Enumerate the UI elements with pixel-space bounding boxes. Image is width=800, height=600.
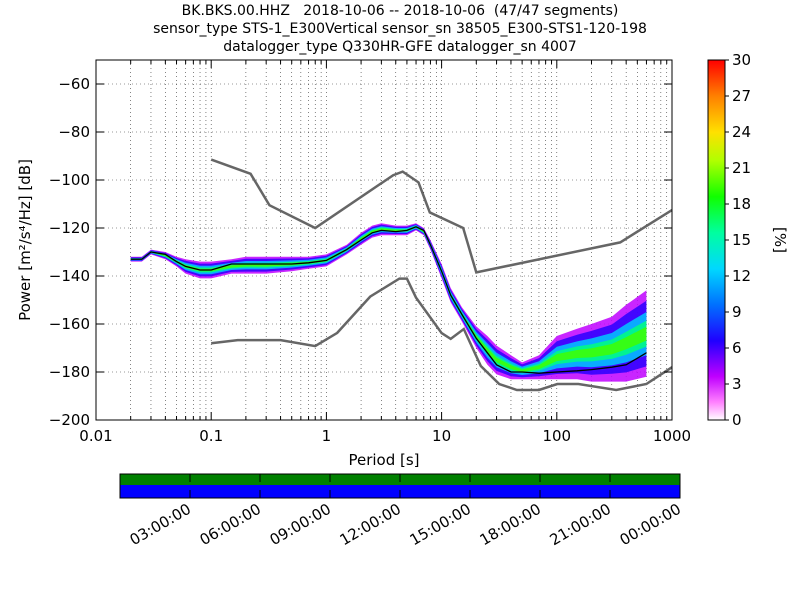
y-tick-label: −160	[49, 315, 90, 333]
ppsd-histogram	[130, 223, 647, 382]
plot-frame	[95, 59, 673, 421]
x-axis: 0.01 0.1 1 10 100 1000	[79, 60, 691, 445]
noise-model-nhnm	[210, 158, 672, 274]
y-tick-label: −60	[58, 75, 90, 93]
x-tick-label: 10	[432, 427, 451, 445]
x-tick-label: 1	[322, 427, 332, 445]
coverage-tick-label: 15:00:00	[407, 500, 474, 549]
colorbar-tick-label: 24	[732, 123, 751, 141]
coverage-tick-label: 09:00:00	[267, 500, 334, 549]
x-tick-label: 0.1	[199, 427, 223, 445]
y-tick-label: −100	[49, 171, 90, 189]
x-tick-label: 1000	[653, 427, 691, 445]
chart-title-line-1: BK.BKS.00.HHZ 2018-10-06 -- 2018-10-06 (…	[181, 3, 619, 19]
x-tick-label: 0.01	[79, 427, 112, 445]
colorbar-label: [%]	[771, 227, 789, 253]
y-axis-label: Power [m²/s⁴/Hz] [dB]	[16, 159, 34, 321]
colorbar-tick-label: 18	[732, 195, 751, 213]
ppsd-median	[130, 226, 647, 374]
colorbar	[707, 59, 726, 421]
colorbar-tick-label: 6	[732, 339, 742, 357]
colorbar-tick-label: 0	[732, 411, 742, 429]
coverage-tick-label: 00:00:00	[617, 500, 684, 549]
colorbar-tick-label: 9	[732, 303, 742, 321]
y-tick-label: −200	[49, 411, 90, 429]
chart-title-line-3: datalogger_type Q330HR-GFE datalogger_sn…	[223, 39, 577, 55]
colorbar-ticks: 0 3 6 9 12 15 18 21 24 27 30	[725, 51, 751, 429]
y-tick-label: −140	[49, 267, 90, 285]
y-tick-label: −180	[49, 363, 90, 381]
y-axis: −200 −180 −160 −140 −120 −100 −80 −60	[49, 75, 672, 429]
colorbar-tick-label: 27	[732, 87, 751, 105]
x-axis-label: Period [s]	[348, 451, 419, 469]
coverage-tick-label: 21:00:00	[547, 500, 614, 549]
colorbar-tick-label: 21	[732, 159, 751, 177]
y-tick-label: −80	[58, 123, 90, 141]
colorbar-tick-label: 3	[732, 375, 742, 393]
coverage-tick-label: 12:00:00	[337, 500, 404, 549]
coverage-tick-label: 03:00:00	[127, 500, 194, 549]
ppsd-median-line	[130, 226, 647, 374]
x-tick-label: 100	[542, 427, 571, 445]
ppsd-probability-band	[130, 225, 647, 375]
colorbar-tick-label: 12	[732, 267, 751, 285]
ppsd-probability-band	[130, 225, 647, 374]
noise-models	[210, 158, 672, 392]
coverage-tick-label: 18:00:00	[477, 500, 544, 549]
colorbar-tick-label: 30	[732, 51, 751, 69]
chart-title-line-2: sensor_type STS-1_E300Vertical sensor_sn…	[153, 21, 647, 37]
colorbar-tick-label: 15	[732, 231, 751, 249]
y-tick-label: −120	[49, 219, 90, 237]
coverage-tick-label: 06:00:00	[197, 500, 264, 549]
noise-model-nlnm	[211, 277, 672, 392]
